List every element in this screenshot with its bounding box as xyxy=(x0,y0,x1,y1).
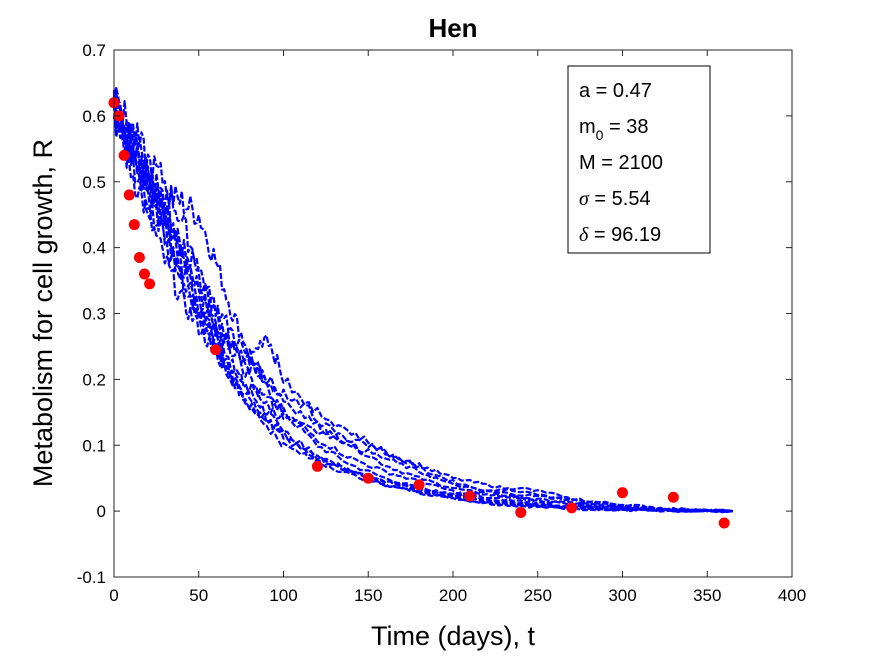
x-tick-label: 100 xyxy=(269,586,297,605)
simulation-line-7 xyxy=(112,85,733,513)
simulation-line-8 xyxy=(112,91,733,513)
observed-point xyxy=(464,490,476,502)
simulation-line-5 xyxy=(112,97,733,513)
legend-entry: a = 0.47 xyxy=(579,80,652,102)
simulation-series-group xyxy=(112,85,733,514)
observed-point xyxy=(139,268,151,280)
x-axis-label: Time (days), t xyxy=(371,621,536,651)
parameter-legend: a = 0.47 m0 = 38 M = 2100 σ = 5.54 δ = 96.19 xyxy=(567,65,711,254)
observed-point xyxy=(144,278,156,290)
y-tick-label: 0.4 xyxy=(82,239,106,258)
legend-entry: δ = 96.19 xyxy=(579,224,661,246)
observed-point xyxy=(311,460,323,472)
chart-title: Hen xyxy=(428,13,477,43)
y-tick-label: 0.2 xyxy=(82,370,106,389)
legend-entry: M = 2100 xyxy=(579,152,663,174)
observed-point xyxy=(133,252,145,264)
simulation-line-10 xyxy=(112,87,733,514)
x-tick-label: 200 xyxy=(439,586,467,605)
legend-entry: m0 = 38 xyxy=(579,116,649,143)
y-tick-label: 0.5 xyxy=(82,173,106,192)
y-tick-label: 0.7 xyxy=(82,41,106,60)
observed-point xyxy=(362,472,374,484)
observed-point xyxy=(667,491,679,503)
simulation-line-2 xyxy=(112,89,733,514)
x-tick-label: 0 xyxy=(109,586,118,605)
y-tick-label: 0 xyxy=(97,502,106,521)
observed-point xyxy=(718,517,730,529)
observed-point xyxy=(617,487,628,499)
observed-point xyxy=(413,479,425,491)
y-tick-label: -0.1 xyxy=(77,568,106,587)
axis-ticks-group: 0 50 100 150 200 250 300 350 400-0.100.10.20.30.… xyxy=(77,41,806,605)
y-tick-label: 0.1 xyxy=(82,436,106,455)
simulation-line-3 xyxy=(113,106,733,513)
observed-point xyxy=(515,506,527,518)
observed-point xyxy=(123,189,135,201)
legend-box xyxy=(567,65,711,254)
x-tick-label: 400 xyxy=(778,586,806,605)
x-tick-label: 150 xyxy=(354,586,382,605)
simulation-line-9 xyxy=(112,92,733,513)
y-tick-label: 0.3 xyxy=(82,305,106,324)
observed-point xyxy=(566,502,578,514)
x-tick-label: 250 xyxy=(524,586,552,605)
observed-point xyxy=(128,219,140,231)
x-tick-label: 50 xyxy=(189,586,208,605)
y-axis-label: Metabolism for cell growth, R xyxy=(28,139,58,487)
y-tick-label: 0.6 xyxy=(82,107,106,126)
legend-entry: σ = 5.54 xyxy=(579,188,651,210)
x-tick-label: 350 xyxy=(693,586,721,605)
observed-point xyxy=(118,149,130,161)
observed-point xyxy=(210,344,222,356)
x-tick-label: 300 xyxy=(608,586,636,605)
